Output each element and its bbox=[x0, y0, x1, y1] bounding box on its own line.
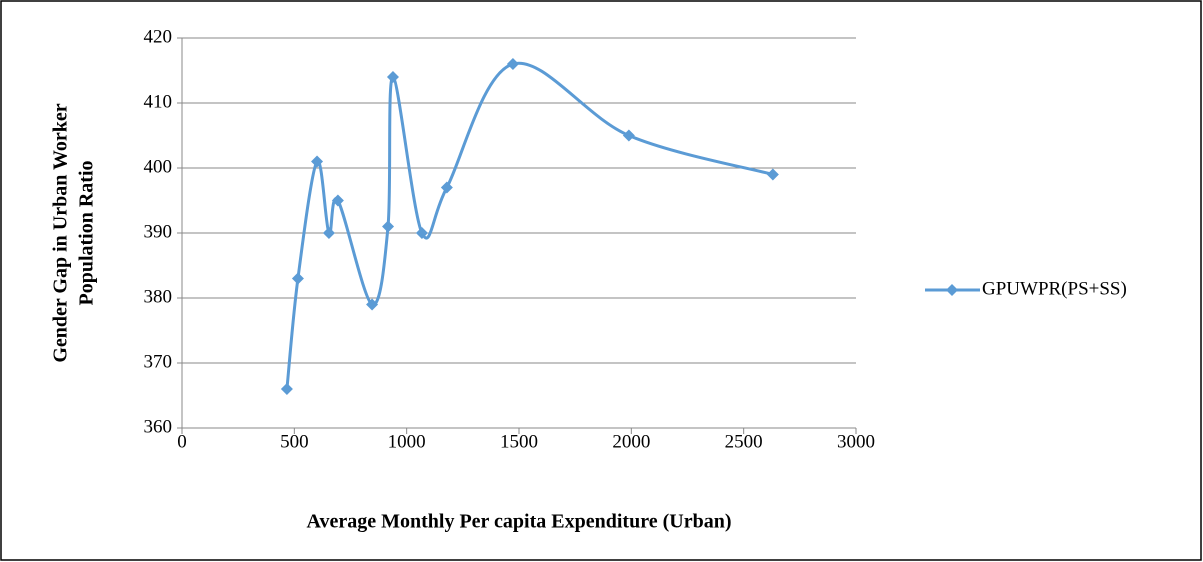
y-tick-label: 380 bbox=[144, 286, 173, 307]
point-marker bbox=[322, 227, 335, 239]
point-marker bbox=[415, 227, 428, 239]
point-marker bbox=[311, 155, 324, 168]
point-marker bbox=[506, 58, 519, 70]
point-marker bbox=[382, 220, 395, 233]
y-tick-label: 390 bbox=[144, 221, 173, 242]
point-marker bbox=[291, 272, 304, 285]
x-tick-label: 1000 bbox=[388, 431, 426, 452]
point-marker bbox=[366, 298, 379, 311]
x-tick-label: 500 bbox=[280, 431, 309, 452]
legend-marker bbox=[946, 284, 958, 296]
point-marker bbox=[280, 383, 293, 395]
point-marker bbox=[331, 194, 344, 207]
y-axis-title: Gender Gap in Urban Worker bbox=[50, 103, 72, 362]
x-axis-title: Average Monthly Per capita Expenditure (… bbox=[307, 511, 732, 533]
y-tick-label: 370 bbox=[144, 351, 173, 372]
y-tick-label: 410 bbox=[144, 91, 173, 112]
x-tick-label: 0 bbox=[177, 431, 187, 452]
legend-label: GPUWPR(PS+SS) bbox=[982, 278, 1127, 299]
x-tick-label: 2000 bbox=[612, 431, 650, 452]
point-marker bbox=[386, 71, 399, 83]
point-marker bbox=[766, 168, 779, 181]
y-tick-label: 420 bbox=[144, 26, 173, 47]
y-axis-title: Population Ratio bbox=[76, 160, 98, 305]
point-marker bbox=[622, 129, 635, 142]
x-tick-label: 2500 bbox=[725, 431, 763, 452]
point-marker bbox=[440, 181, 453, 194]
y-tick-label: 360 bbox=[144, 416, 173, 437]
y-tick-label: 400 bbox=[144, 156, 173, 177]
x-tick-label: 1500 bbox=[500, 431, 538, 452]
x-tick-label: 3000 bbox=[837, 431, 875, 452]
